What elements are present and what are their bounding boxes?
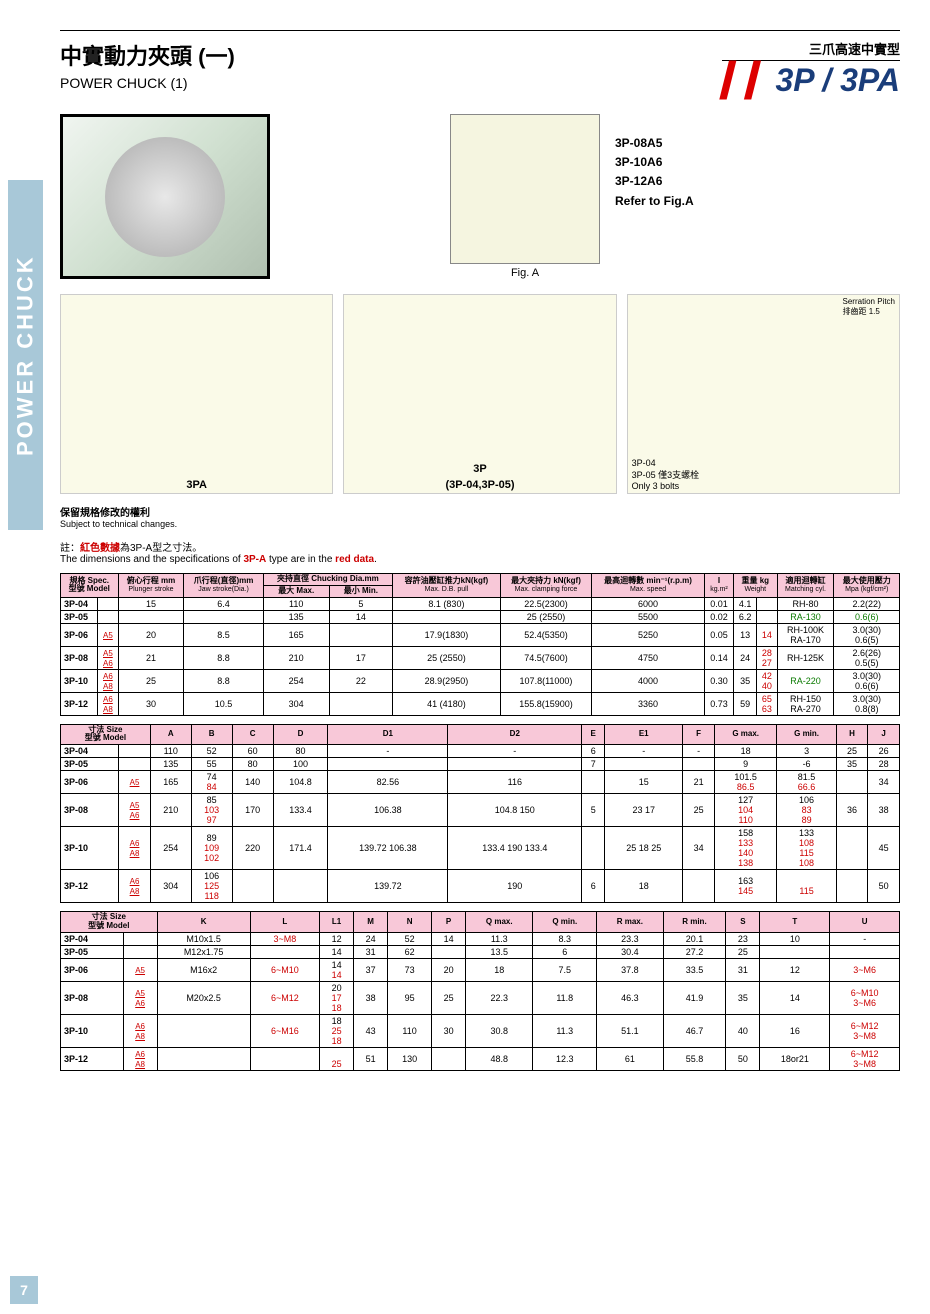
spec-table-2: 寸法 Size型號 ModelABCDD1D2EE1FG max.G min.H… xyxy=(60,724,900,904)
subtitle-cn: 三爪高速中實型 xyxy=(722,39,900,58)
fig-a-diagram xyxy=(450,114,600,264)
table-row: 3P-12A6A83010.530441 (4180)155.8(15900)3… xyxy=(61,692,900,715)
table-row: 3P-12A6A8304106125118139.721906181631451… xyxy=(61,870,900,903)
table-row: 3P-08A5A6218.82101725 (2550)74.5(7600)47… xyxy=(61,646,900,669)
header: 中實動力夾頭 (一) POWER CHUCK (1) 三爪高速中實型 3P / … xyxy=(60,30,900,99)
diagrams-row: 3PA 3P (3P-04,3P-05) Serration Pitch排齒距 … xyxy=(60,294,900,494)
table-row: 3P-06A51657484140104.882.561161521101.58… xyxy=(61,771,900,794)
table-row: 3P-10A6A86~M16182518431103030.811.351.14… xyxy=(61,1014,900,1047)
fig-a-caption: Fig. A xyxy=(450,267,600,279)
table-row: 3P-051351425 (2550)55000.026.2RA-1300.6(… xyxy=(61,610,900,623)
red-note-cn: 註：紅色數據為3P-A型之寸法。 xyxy=(60,539,900,554)
table-row: 3P-10A6A825489109102220171.4139.72 106.3… xyxy=(61,827,900,870)
table-row: 3P-12A6A8255113048.812.36155.85018or216~… xyxy=(61,1047,900,1070)
table-row: 3P-06A5208.516517.9(1830)52.4(5350)52500… xyxy=(61,623,900,646)
table-row: 3P-05M12x1.7514316213.5630.427.225 xyxy=(61,945,900,958)
table-row: 3P-08A5A6M20x2.56~M1220171838952522.311.… xyxy=(61,981,900,1014)
table-row: 3P-04156.411058.1 (830)22.5(2300)60000.0… xyxy=(61,597,900,610)
spec-table-1: 規格 Spec.型號 Model 俯心行程 mmPlunger stroke 爪… xyxy=(60,573,900,716)
table-row: 3P-04M10x1.53~M81224521411.38.323.320.12… xyxy=(61,932,900,945)
title-en: POWER CHUCK (1) xyxy=(60,75,235,91)
table-row: 3P-10A6A8258.82542228.9(2950)107.8(11000… xyxy=(61,669,900,692)
diagram-3p: 3P (3P-04,3P-05) xyxy=(343,294,616,494)
diagram-3pa: 3PA xyxy=(60,294,333,494)
spec-table-3: 寸法 Size型號 ModelKLL1MNPQ max.Q min.R max.… xyxy=(60,911,900,1071)
table-row: 3P-06A5M16x26~M101414377320187.537.833.5… xyxy=(61,958,900,981)
fig-a-text: 3P-08A5 3P-10A6 3P-12A6 Refer to Fig.A xyxy=(615,134,694,211)
table-row: 3P-05135558010079-63528 xyxy=(61,758,900,771)
product-photo xyxy=(60,114,270,279)
table-row: 3P-08A5A62108510397170133.4106.38104.8 1… xyxy=(61,794,900,827)
title-cn: 中實動力夾頭 (一) xyxy=(60,39,235,71)
diagram-front: Serration Pitch排齒距 1.5 3P-04 3P-05 僅3支螺栓… xyxy=(627,294,900,494)
red-note-en: The dimensions and the specifications of… xyxy=(60,554,900,565)
model-title: 3P / 3PA xyxy=(722,60,900,99)
note-en: Subject to technical changes. xyxy=(60,519,900,529)
note-cn: 保留規格修改的權利 xyxy=(60,504,900,519)
table-row: 3P-04110526080--6--1832526 xyxy=(61,745,900,758)
